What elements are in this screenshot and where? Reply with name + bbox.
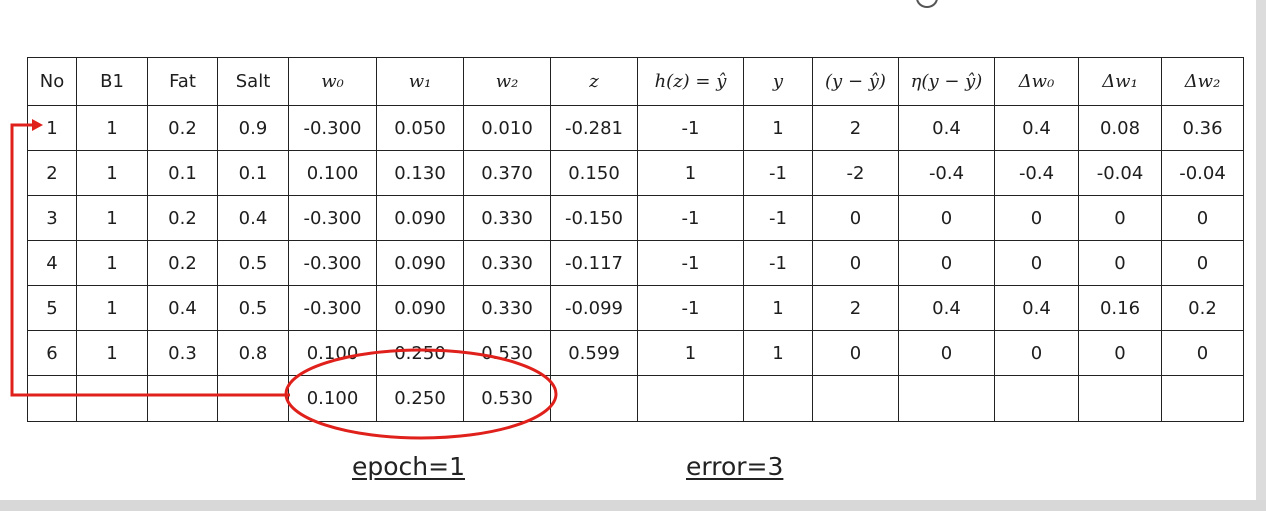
cell-fat: 0.1 [147, 150, 218, 196]
cell-b1: 1 [76, 285, 148, 331]
cell-z: -0.281 [550, 105, 638, 151]
cell-w1: 0.050 [376, 105, 464, 151]
header-row: No B1 Fat Salt w₀ w₁ w₂ z h(z) = ŷ y (y … [27, 57, 1244, 106]
cell-w2: 0.530 [463, 375, 551, 422]
window-frame-bottom [0, 500, 1266, 511]
cell-salt: 0.8 [217, 330, 289, 376]
col-header-eta-error: η(y − ŷ) [898, 57, 995, 106]
error-caption: error=3 [686, 452, 784, 481]
slide: No B1 Fat Salt w₀ w₁ w₂ z h(z) = ŷ y (y … [0, 0, 1256, 500]
cell-error [812, 375, 899, 422]
table-row: 2 1 0.1 0.1 0.100 0.130 0.370 0.150 1 -1 -2 -0.4 -0.… [27, 150, 1244, 196]
cell-no: 4 [27, 240, 77, 286]
cell-b1: 1 [76, 105, 148, 151]
cell-eta-error: 0.4 [898, 285, 995, 331]
cell-dw1: 0 [1078, 195, 1162, 241]
cell-eta-error: 0 [898, 330, 995, 376]
cell-y [743, 375, 813, 422]
col-header-hz: h(z) = ŷ [637, 57, 744, 106]
cell-eta-error: 0.4 [898, 105, 995, 151]
cell-w2: 0.370 [463, 150, 551, 196]
cell-w1: 0.090 [376, 285, 464, 331]
cell-salt: 0.1 [217, 150, 289, 196]
cell-dw2: 0 [1161, 240, 1244, 286]
cell-no: 2 [27, 150, 77, 196]
cell-b1: 1 [76, 150, 148, 196]
cell-z: 0.599 [550, 330, 638, 376]
perceptron-training-table: No B1 Fat Salt w₀ w₁ w₂ z h(z) = ŷ y (y … [27, 57, 1244, 422]
table-body: 1 1 0.2 0.9 -0.300 0.050 0.010 -0.281 -1 1 2 0.4 0.4… [27, 105, 1244, 422]
cell-w1: 0.130 [376, 150, 464, 196]
table-row: 5 1 0.4 0.5 -0.300 0.090 0.330 -0.099 -1 1 2 0.4 0.4… [27, 285, 1244, 331]
cell-error: 0 [812, 330, 899, 376]
cell-eta-error: -0.4 [898, 150, 995, 196]
cell-eta-error: 0 [898, 195, 995, 241]
cell-w2: 0.330 [463, 285, 551, 331]
cell-z: -0.117 [550, 240, 638, 286]
loop-back-arrow [10, 123, 290, 397]
window-frame-right [1256, 0, 1266, 511]
col-header-dw2: Δw₂ [1161, 57, 1244, 106]
cell-salt [217, 375, 289, 422]
cell-b1: 1 [76, 240, 148, 286]
cell-w1: 0.090 [376, 195, 464, 241]
cell-salt: 0.5 [217, 285, 289, 331]
annotation-layer [10, 119, 558, 440]
cell-error: 0 [812, 240, 899, 286]
cell-dw0: 0.4 [994, 285, 1079, 331]
table-row: 6 1 0.3 0.8 0.100 0.250 0.530 0.599 1 1 0 0 0 0 0 [27, 330, 1244, 376]
cell-fat [147, 375, 218, 422]
cell-dw1: 0.16 [1078, 285, 1162, 331]
cell-dw2: 0.36 [1161, 105, 1244, 151]
cell-dw1: 0 [1078, 330, 1162, 376]
col-header-z: z [550, 57, 638, 106]
col-header-b1: B1 [76, 57, 148, 106]
final-weights-highlight-ellipse [284, 348, 558, 440]
cell-dw0: 0 [994, 195, 1079, 241]
table-row: 1 1 0.2 0.9 -0.300 0.050 0.010 -0.281 -1 1 2 0.4 0.4… [27, 105, 1244, 151]
cell-w1: 0.090 [376, 240, 464, 286]
cell-eta-error [898, 375, 995, 422]
cell-salt: 0.4 [217, 195, 289, 241]
arrow-head-icon [32, 119, 43, 131]
cell-fat: 0.3 [147, 330, 218, 376]
col-header-no: No [27, 57, 77, 106]
cell-w0: 0.100 [288, 150, 377, 196]
cell-w0: -0.300 [288, 285, 377, 331]
cell-hz [637, 375, 744, 422]
epoch-caption: epoch=1 [352, 452, 465, 481]
cell-error: 0 [812, 195, 899, 241]
cell-dw2: 0 [1161, 330, 1244, 376]
cell-hz: 1 [637, 330, 744, 376]
cell-error: 2 [812, 285, 899, 331]
cell-error: -2 [812, 150, 899, 196]
col-header-w0: w₀ [288, 57, 377, 106]
cell-dw0: 0 [994, 240, 1079, 286]
table-row: 4 1 0.2 0.5 -0.300 0.090 0.330 -0.117 -1 -1 0 0 0 0 0 [27, 240, 1244, 286]
cell-dw2 [1161, 375, 1244, 422]
col-header-y: y [743, 57, 813, 106]
cell-dw0 [994, 375, 1079, 422]
cell-dw0: -0.4 [994, 150, 1079, 196]
col-header-w1: w₁ [376, 57, 464, 106]
cell-hz: 1 [637, 150, 744, 196]
cell-b1: 1 [76, 330, 148, 376]
cell-z [550, 375, 638, 422]
table-row: 3 1 0.2 0.4 -0.300 0.090 0.330 -0.150 -1 -1 0 0 0 0 0 [27, 195, 1244, 241]
cell-w0: -0.300 [288, 105, 377, 151]
cell-y: 1 [743, 330, 813, 376]
col-header-salt: Salt [217, 57, 289, 106]
cell-w1: 0.250 [376, 375, 464, 422]
cell-z: -0.150 [550, 195, 638, 241]
cell-no: 5 [27, 285, 77, 331]
cell-dw1 [1078, 375, 1162, 422]
cell-hz: -1 [637, 240, 744, 286]
cell-dw1: 0 [1078, 240, 1162, 286]
cell-dw0: 0.4 [994, 105, 1079, 151]
col-header-error: (y − ŷ) [812, 57, 899, 106]
